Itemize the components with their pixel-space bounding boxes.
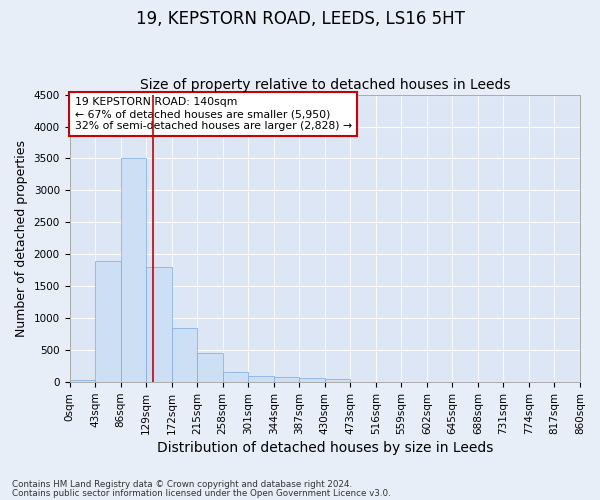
Title: Size of property relative to detached houses in Leeds: Size of property relative to detached ho… bbox=[140, 78, 510, 92]
Bar bbox=[70, 380, 95, 382]
X-axis label: Distribution of detached houses by size in Leeds: Distribution of detached houses by size … bbox=[157, 441, 493, 455]
Bar bbox=[274, 378, 299, 382]
Text: 19, KEPSTORN ROAD, LEEDS, LS16 5HT: 19, KEPSTORN ROAD, LEEDS, LS16 5HT bbox=[136, 10, 464, 28]
Bar bbox=[223, 372, 248, 382]
Bar bbox=[172, 328, 197, 382]
Text: Contains public sector information licensed under the Open Government Licence v3: Contains public sector information licen… bbox=[12, 489, 391, 498]
Bar bbox=[197, 354, 223, 382]
Bar bbox=[325, 380, 350, 382]
Bar bbox=[95, 261, 121, 382]
Text: 19 KEPSTORN ROAD: 140sqm
← 67% of detached houses are smaller (5,950)
32% of sem: 19 KEPSTORN ROAD: 140sqm ← 67% of detach… bbox=[74, 98, 352, 130]
Bar bbox=[146, 267, 172, 382]
Y-axis label: Number of detached properties: Number of detached properties bbox=[15, 140, 28, 337]
Bar bbox=[248, 376, 274, 382]
Text: Contains HM Land Registry data © Crown copyright and database right 2024.: Contains HM Land Registry data © Crown c… bbox=[12, 480, 352, 489]
Bar bbox=[121, 158, 146, 382]
Bar bbox=[299, 378, 325, 382]
